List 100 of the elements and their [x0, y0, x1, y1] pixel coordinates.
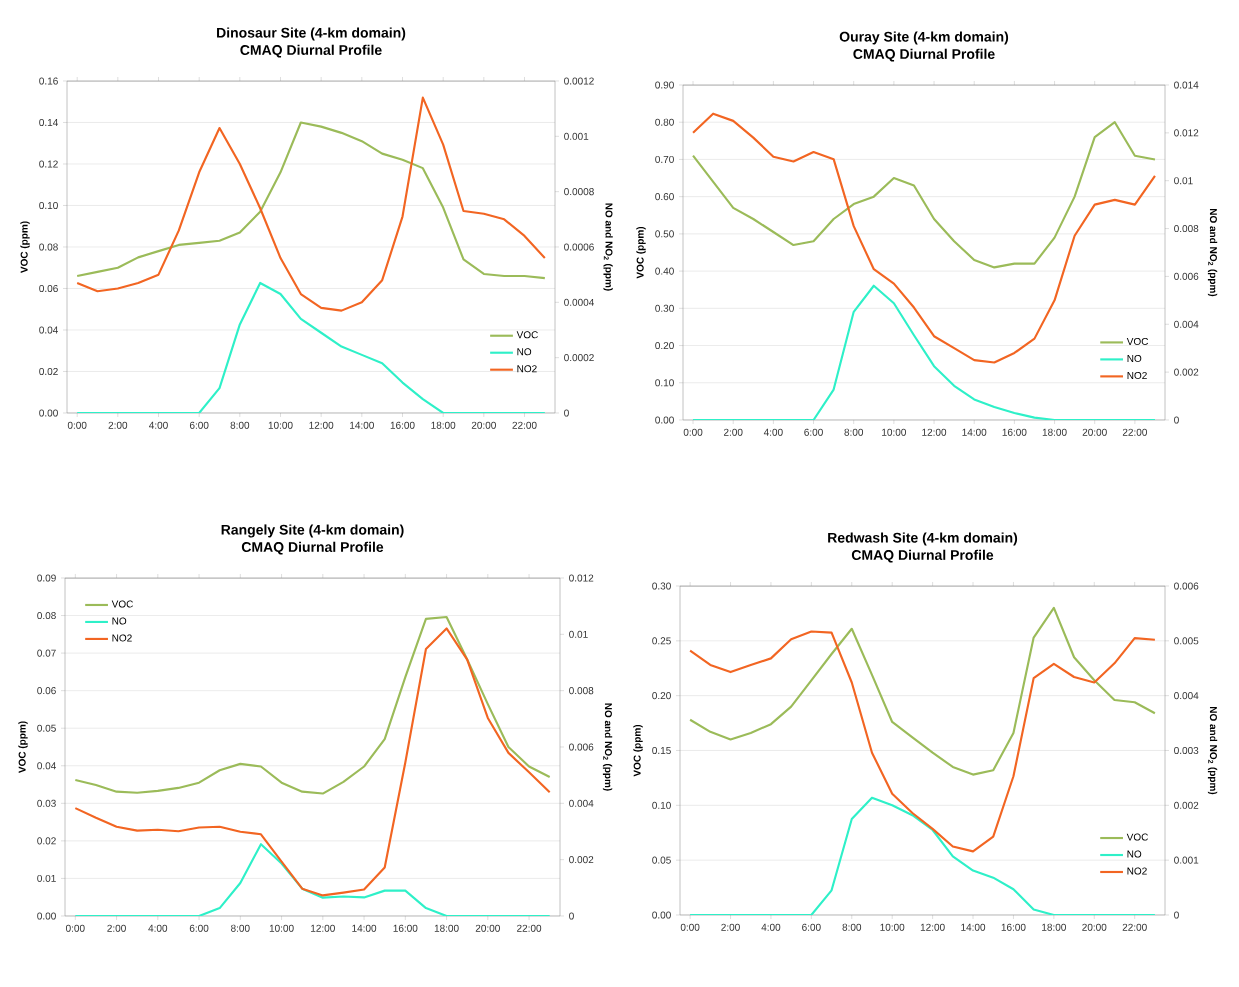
y-tick-label: 0.07 [37, 649, 56, 657]
x-tick-label: 6:00 [802, 923, 821, 931]
x-tick-label: 14:00 [350, 421, 374, 429]
y2-tick-label: 0.004 [1174, 320, 1199, 328]
x-tick-label: 10:00 [882, 428, 906, 436]
line-series [691, 112, 1157, 364]
y-axis-title: VOC (ppm) [18, 721, 28, 774]
line-series [689, 606, 1156, 776]
y-tick-label: 0.14 [39, 118, 58, 127]
y2-tick-label: 0 [564, 409, 569, 417]
y2-tick-label: 0 [1174, 416, 1179, 424]
y-tick-label: 0.01 [37, 874, 56, 882]
y-tick-label: 0.10 [652, 801, 671, 809]
y2-tick-label: 0.002 [1174, 801, 1199, 809]
chart-subtitle: CMAQ Diurnal Profile [851, 549, 994, 563]
y2-tick-label: 0.008 [569, 687, 594, 695]
y-tick-label: 0.10 [39, 201, 58, 210]
y-tick-label: 0.05 [37, 724, 56, 732]
y-tick-label: 0.60 [655, 193, 674, 201]
y2-tick-label: 0 [1174, 911, 1179, 919]
y2-tick-label: 0.01 [569, 630, 588, 638]
line-series [74, 627, 551, 897]
x-tick-label: 14:00 [961, 923, 986, 931]
y2-tick-label: 0.003 [1174, 746, 1199, 755]
x-tick-label: 12:00 [920, 923, 945, 931]
y2-tick-label: 0.012 [1174, 129, 1199, 137]
x-tick-label: 16:00 [390, 421, 415, 429]
y-tick-label: 0.04 [37, 762, 56, 770]
x-tick-label: 2:00 [108, 421, 128, 429]
x-tick-label: 20:00 [475, 924, 500, 932]
x-tick-label: 0:00 [65, 924, 85, 932]
x-tick-label: 2:00 [107, 924, 126, 932]
x-tick-label: 4:00 [149, 421, 168, 429]
y-tick-label: 0.10 [655, 379, 674, 387]
x-tick-label: 6:00 [804, 428, 823, 436]
y-tick-label: 0.05 [652, 856, 671, 864]
x-tick-label: 0:00 [683, 428, 703, 436]
x-tick-label: 10:00 [268, 421, 293, 429]
y-tick-label: 0.50 [655, 230, 674, 238]
legend-label: NO [517, 348, 532, 356]
y2-tick-label: 0.0008 [564, 188, 594, 196]
x-tick-label: 22:00 [512, 421, 537, 429]
x-tick-label: 6:00 [189, 421, 209, 429]
y-tick-label: 0.04 [39, 326, 58, 334]
legend-label: NO [1127, 354, 1142, 362]
legend-label: NO2 [112, 634, 132, 642]
y-tick-label: 0.02 [39, 367, 58, 376]
x-tick-label: 20:00 [471, 421, 496, 429]
y2-tick-label: 0.0012 [564, 77, 594, 85]
y2-tick-label: 0.006 [1174, 582, 1199, 590]
x-tick-label: 0:00 [680, 923, 700, 931]
legend-label: VOC [1126, 833, 1148, 841]
y2-axis-title: NO and NO$_{2}$ (ppm) [603, 203, 613, 291]
y2-tick-label: 0.008 [1174, 225, 1199, 233]
y-tick-label: 0.20 [652, 692, 671, 700]
legend-label: VOC [516, 331, 538, 339]
x-tick-label: 2:00 [721, 923, 740, 931]
y-tick-label: 0.80 [655, 118, 674, 126]
legend-label: VOC [1126, 337, 1149, 346]
chart-title: Rangely Site (4-km domain) [221, 524, 404, 538]
y2-axis-title: NO and NO$_{2}$ (ppm) [602, 703, 613, 791]
y-tick-label: 0.00 [37, 912, 56, 920]
y2-tick-label: 0.004 [1174, 692, 1199, 700]
legend-label: NO [1127, 850, 1142, 858]
chart-title: Redwash Site (4-km domain) [828, 532, 1018, 546]
x-tick-label: 22:00 [1122, 428, 1147, 436]
y2-tick-label: 0.012 [569, 574, 594, 582]
y-tick-label: 0.20 [655, 342, 674, 350]
y-tick-label: 0.00 [39, 409, 58, 417]
y-tick-label: 0.06 [39, 284, 58, 293]
y-tick-label: 0.08 [37, 612, 56, 620]
y-tick-label: 0.70 [655, 155, 674, 163]
x-tick-label: 2:00 [723, 428, 743, 436]
y2-axis-title: NO and NO$_{2}$ (ppm) [1207, 208, 1218, 297]
legend-label: NO2 [1127, 371, 1147, 379]
x-tick-label: 18:00 [1042, 428, 1067, 436]
line-series [74, 615, 551, 795]
x-tick-label: 12:00 [309, 421, 334, 429]
y2-tick-label: 0.002 [569, 856, 594, 864]
y-tick-label: 0.12 [39, 160, 58, 168]
x-tick-label: 16:00 [1001, 923, 1026, 931]
y2-tick-label: 0.006 [1174, 272, 1199, 280]
y-tick-label: 0.25 [652, 637, 671, 645]
y2-tick-label: 0.014 [1174, 81, 1199, 89]
x-tick-label: 8:00 [230, 421, 250, 429]
y-tick-label: 0.06 [37, 687, 56, 695]
y-axis-title: VOC (ppm) [633, 724, 643, 777]
x-tick-label: 12:00 [311, 924, 335, 932]
legend-label: VOC [111, 600, 133, 608]
y2-tick-label: 0 [569, 912, 574, 920]
chart-subtitle: CMAQ Diurnal Profile [241, 541, 384, 555]
y-tick-label: 0.09 [37, 574, 56, 582]
y-tick-label: 0.03 [37, 799, 56, 807]
y-tick-label: 0.40 [655, 267, 674, 275]
chart-subtitle: CMAQ Diurnal Profile [853, 48, 995, 62]
y-tick-label: 0.00 [655, 416, 674, 424]
legend-label: NO [112, 617, 127, 625]
y2-tick-label: 0.002 [1174, 368, 1199, 376]
y2-tick-label: 0.005 [1174, 637, 1199, 645]
y-tick-label: 0.08 [39, 243, 58, 251]
